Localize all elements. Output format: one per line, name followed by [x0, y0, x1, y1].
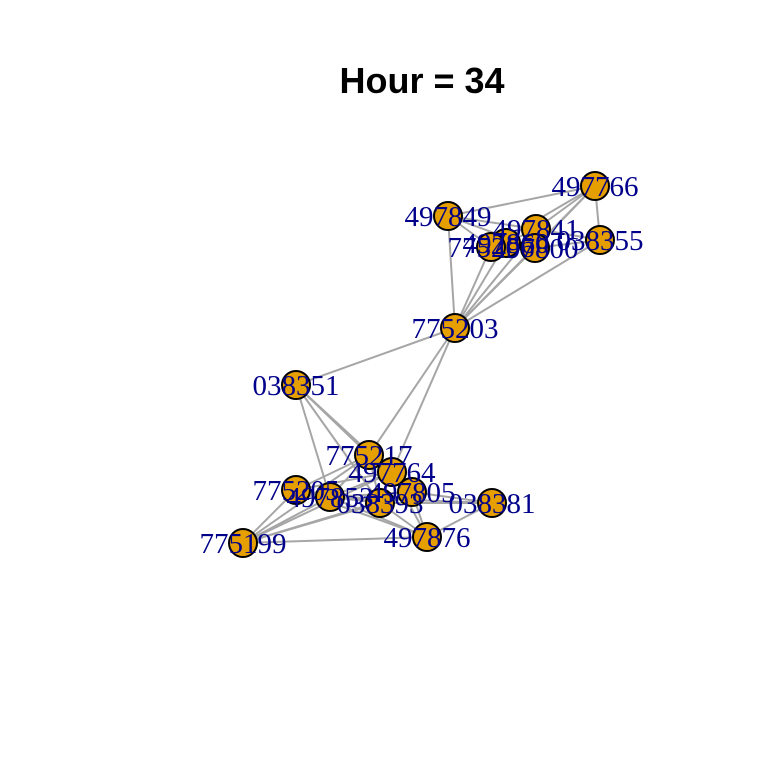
edge-775203-497800 — [454, 247, 536, 329]
node-label-038351: 038351 — [253, 370, 340, 402]
node-label-497841: 497841 — [493, 214, 580, 246]
node-label-775203: 775203 — [412, 313, 499, 345]
node-label-497805: 497805 — [369, 477, 456, 509]
edge-497764-775205 — [295, 471, 393, 491]
node-038381[interactable] — [477, 488, 507, 518]
node-layer — [228, 171, 615, 558]
node-497764[interactable] — [377, 457, 407, 487]
node-497849[interactable] — [433, 201, 463, 231]
node-label-497764: 497764 — [349, 457, 437, 489]
node-label-038381: 038381 — [449, 488, 536, 520]
node-775203[interactable] — [440, 313, 470, 343]
node-label-497800: 497800 — [492, 233, 579, 265]
edge-775199-497876 — [242, 536, 428, 544]
edge-775203-775217 — [368, 327, 456, 456]
node-038355[interactable] — [585, 225, 615, 255]
node-label-775199: 775199 — [200, 528, 287, 560]
node-038351[interactable] — [281, 370, 311, 400]
node-label-497849: 497849 — [405, 201, 492, 233]
edge-775203-497849 — [447, 215, 456, 329]
node-label-497876: 497876 — [384, 522, 471, 554]
edge-775203-497764 — [391, 327, 456, 473]
node-label-038393: 038393 — [337, 488, 424, 520]
edge-038351-497853 — [295, 384, 331, 498]
node-label-775217: 775217 — [326, 440, 413, 472]
node-497853[interactable] — [315, 482, 345, 512]
edge-775199-497764 — [242, 471, 393, 544]
node-label-775206: 775206 — [448, 232, 535, 264]
edge-775203-038351 — [295, 327, 456, 386]
node-038393[interactable] — [365, 488, 395, 518]
edge-497766-497849 — [447, 185, 596, 217]
node-775205[interactable] — [281, 475, 311, 505]
node-label-775205: 775205 — [253, 475, 340, 507]
node-label-497853: 497853 — [287, 482, 374, 514]
node-497876[interactable] — [412, 522, 442, 552]
node-775217[interactable] — [354, 440, 384, 470]
node-497800[interactable] — [520, 233, 550, 263]
node-label-497860: 497860 — [463, 228, 550, 260]
node-775206[interactable] — [476, 232, 506, 262]
node-label-038355: 038355 — [557, 225, 644, 257]
node-497766[interactable] — [580, 171, 610, 201]
graph-title: Hour = 34 — [339, 60, 504, 101]
node-775199[interactable] — [228, 528, 258, 558]
node-label-497766: 497766 — [552, 171, 639, 203]
node-497805[interactable] — [397, 477, 427, 507]
edge-775203-038355 — [454, 239, 601, 329]
